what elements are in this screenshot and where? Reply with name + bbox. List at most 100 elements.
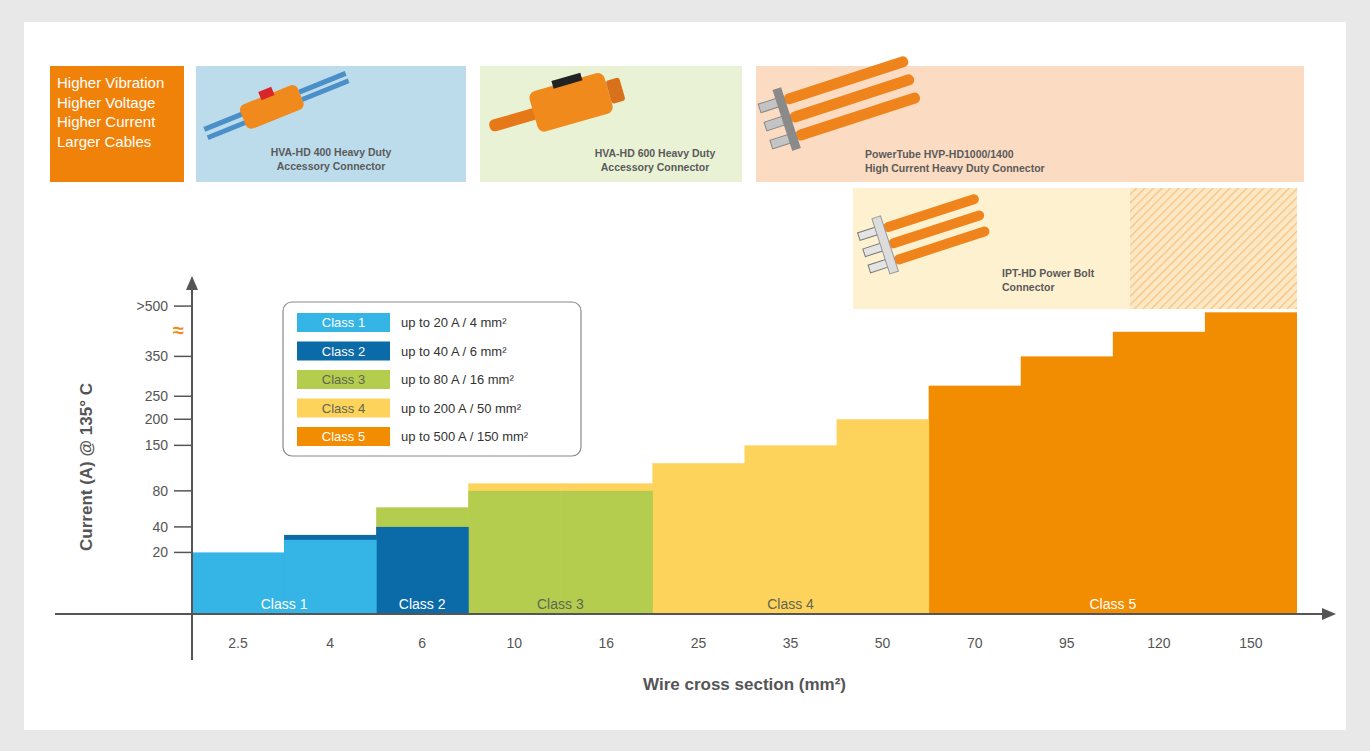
plot-area	[192, 312, 1297, 614]
x-axis	[55, 613, 1322, 615]
bar	[929, 386, 1022, 614]
connector-body	[528, 71, 615, 133]
header-line: Higher Vibration	[57, 74, 164, 91]
y-tick-label: 200	[145, 411, 169, 427]
connector-image	[755, 47, 923, 156]
legend-label: up to 500 A / 150 mm²	[401, 429, 529, 444]
bar	[1205, 312, 1297, 614]
cable	[301, 78, 349, 101]
x-tick-label: 25	[691, 635, 707, 651]
bar	[745, 445, 838, 614]
panel	[24, 22, 1346, 730]
y-tick-label: 350	[145, 348, 169, 364]
y-tick	[174, 552, 192, 554]
legend-label: up to 40 A / 6 mm²	[401, 344, 507, 359]
legend-swatch	[297, 427, 390, 446]
legend-name: Class 5	[322, 429, 365, 444]
x-tick-label: 70	[967, 635, 983, 651]
bar	[652, 463, 745, 614]
product-caption: PowerTube HVP-HD1000/1400	[865, 148, 1014, 160]
product-box	[853, 188, 1130, 309]
y-tick	[174, 396, 192, 398]
y-tick-label: 80	[152, 483, 168, 499]
y-tick-label: 250	[145, 388, 169, 404]
x-tick-label: 10	[507, 635, 523, 651]
y-tick-label: 20	[152, 544, 168, 560]
bar	[376, 507, 469, 614]
x-tick-label: 2.5	[228, 635, 248, 651]
y-tick-label: >500	[136, 298, 168, 314]
legend-name: Class 1	[322, 315, 365, 330]
connector-image	[482, 63, 628, 146]
legend-label: up to 20 A / 4 mm²	[401, 315, 507, 330]
connector-clip	[551, 73, 582, 89]
legend: Class 1 up to 20 A / 4 mm² Class 2 up to 40…	[283, 302, 581, 456]
legend-swatch	[297, 370, 390, 389]
hatch-area	[1130, 188, 1297, 309]
header-line: Higher Voltage	[57, 94, 155, 111]
y-tick-label: 150	[145, 437, 169, 453]
x-axis-arrow	[1322, 608, 1336, 620]
x-tick-label: 6	[418, 635, 426, 651]
legend-name: Class 4	[322, 401, 365, 416]
cable	[794, 91, 921, 142]
product-caption: IPT-HD Power Bolt	[1002, 267, 1095, 279]
connector-end	[606, 77, 626, 104]
product-box	[196, 66, 466, 182]
bar-class-label: Class 5	[1089, 596, 1136, 612]
legend-label: up to 80 A / 16 mm²	[401, 372, 514, 387]
bar-class-label: Class 3	[537, 596, 584, 612]
y-tick	[174, 419, 192, 421]
cable	[488, 107, 539, 132]
header-box	[50, 66, 184, 182]
legend-box	[283, 302, 581, 456]
product-box	[480, 66, 742, 182]
x-tick-label: 16	[599, 635, 615, 651]
y-axis-arrow	[186, 276, 198, 290]
y-tick	[174, 490, 192, 492]
bar	[1021, 356, 1114, 614]
y-tick-label: ≈	[173, 319, 184, 341]
header-line: Larger Cables	[57, 133, 151, 150]
product-caption: Connector	[1002, 281, 1055, 293]
x-tick-label: 95	[1059, 635, 1075, 651]
product-caption: HVA-HD 600 Heavy Duty	[595, 147, 716, 159]
bar	[1113, 332, 1206, 614]
chart: Higher Vibration Higher Voltage Higher Cur…	[0, 0, 1370, 751]
x-axis-title: Wire cross section (mm²)	[643, 675, 846, 694]
y-tick	[174, 526, 192, 528]
bar-class-label: Class 2	[399, 596, 446, 612]
legend-label: up to 200 A / 50 mm²	[401, 401, 522, 416]
y-tick	[174, 305, 192, 307]
bar-class-label: Class 1	[261, 596, 308, 612]
legend-name: Class 3	[322, 372, 365, 387]
bar	[837, 419, 930, 614]
product-caption: Accessory Connector	[277, 160, 386, 172]
bar	[376, 527, 469, 614]
y-tick-label: 40	[152, 519, 168, 535]
y-axis	[191, 288, 193, 660]
connector-body	[238, 83, 305, 130]
x-tick-label: 120	[1147, 635, 1171, 651]
product-caption: HVA-HD 400 Heavy Duty	[271, 146, 392, 158]
bar	[468, 483, 561, 614]
y-tick	[174, 445, 192, 447]
product-caption: Accessory Connector	[601, 161, 710, 173]
connector-latch	[258, 87, 274, 101]
y-axis-title: Current (A) @ 135° C	[77, 383, 96, 551]
legend-name: Class 2	[322, 344, 365, 359]
header-line: Higher Current	[57, 113, 156, 130]
legend-swatch	[297, 399, 390, 418]
bar-class-label: Class 4	[767, 596, 814, 612]
plate	[872, 216, 898, 274]
connector-image	[855, 185, 993, 279]
x-tick-label: 4	[326, 635, 334, 651]
bar	[560, 483, 653, 614]
x-tick-label: 50	[875, 635, 891, 651]
y-tick	[174, 356, 192, 358]
x-tick-label: 150	[1239, 635, 1263, 651]
legend-swatch	[297, 342, 390, 361]
legend-swatch	[297, 313, 390, 332]
x-tick-label: 35	[783, 635, 799, 651]
product-caption: High Current Heavy Duty Connector	[865, 162, 1045, 174]
